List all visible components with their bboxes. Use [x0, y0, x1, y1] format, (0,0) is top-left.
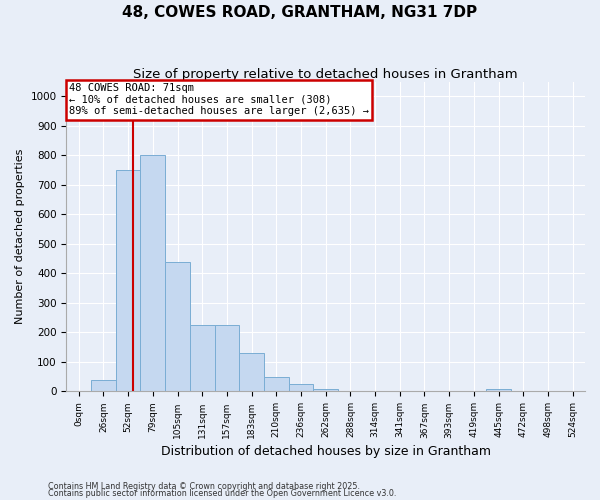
Bar: [91, 380, 116, 392]
Bar: [190, 325, 215, 392]
Bar: [165, 262, 190, 392]
Bar: [313, 389, 338, 392]
Title: Size of property relative to detached houses in Grantham: Size of property relative to detached ho…: [133, 68, 518, 80]
Bar: [338, 390, 363, 392]
X-axis label: Distribution of detached houses by size in Grantham: Distribution of detached houses by size …: [161, 444, 491, 458]
Bar: [116, 170, 140, 392]
Bar: [215, 325, 239, 392]
Y-axis label: Number of detached properties: Number of detached properties: [15, 149, 25, 324]
Text: Contains public sector information licensed under the Open Government Licence v3: Contains public sector information licen…: [48, 490, 397, 498]
Bar: [140, 156, 165, 392]
Bar: [264, 376, 289, 392]
Bar: [289, 384, 313, 392]
Bar: [239, 353, 264, 392]
Text: 48 COWES ROAD: 71sqm
← 10% of detached houses are smaller (308)
89% of semi-deta: 48 COWES ROAD: 71sqm ← 10% of detached h…: [69, 83, 369, 116]
Bar: [486, 390, 511, 392]
Text: 48, COWES ROAD, GRANTHAM, NG31 7DP: 48, COWES ROAD, GRANTHAM, NG31 7DP: [122, 5, 478, 20]
Text: Contains HM Land Registry data © Crown copyright and database right 2025.: Contains HM Land Registry data © Crown c…: [48, 482, 360, 491]
